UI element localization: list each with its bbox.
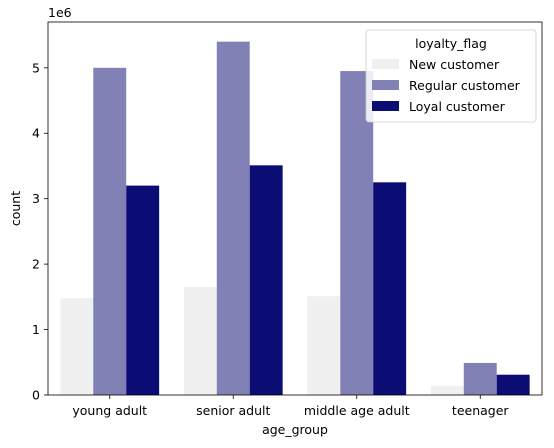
y-tick-label: 2 xyxy=(32,257,40,272)
legend-box xyxy=(365,29,537,123)
x-tick-label: teenager xyxy=(452,403,509,418)
x-tick-label: young adult xyxy=(72,403,147,418)
bar-loyal-customer-young-adult xyxy=(126,185,160,395)
y-axis-ticks: 0 1 2 3 4 5 xyxy=(32,60,48,403)
bar-regular-customer-middle-age-adult xyxy=(340,71,374,395)
bar-loyal-customer-middle-age-adult xyxy=(373,182,407,395)
bar-regular-customer-teenager xyxy=(463,362,497,395)
bar-new-customer-middle-age-adult xyxy=(307,296,341,395)
legend-swatch xyxy=(372,80,399,90)
bar-loyal-customer-senior-adult xyxy=(249,165,283,395)
bar-new-customer-senior-adult xyxy=(183,287,217,395)
y-tick-label: 1 xyxy=(32,322,40,337)
legend-entry: Loyal customer xyxy=(409,99,506,114)
plot-frame xyxy=(47,21,543,396)
x-tick-label: senior adult xyxy=(196,403,270,418)
y-tick-label: 4 xyxy=(32,126,40,141)
y-offset-label: 1e6 xyxy=(48,5,72,20)
x-axis-ticks: young adult senior adult middle age adult t… xyxy=(72,395,509,418)
x-tick-label: middle age adult xyxy=(304,403,410,418)
bar-new-customer-young-adult xyxy=(60,298,94,395)
y-tick-label: 3 xyxy=(32,191,40,206)
bar-regular-customer-young-adult xyxy=(93,67,127,395)
y-axis-label: count xyxy=(8,191,23,226)
legend: loyalty_flag New customer Regular custome… xyxy=(365,29,537,123)
legend-entry: Regular customer xyxy=(409,78,521,93)
legend-entry: New customer xyxy=(409,57,500,72)
y-tick-label: 5 xyxy=(32,60,40,75)
legend-title: loyalty_flag xyxy=(415,36,487,51)
y-tick-label: 0 xyxy=(32,388,40,403)
bars-group xyxy=(60,41,530,395)
bar-loyal-customer-teenager xyxy=(496,374,530,395)
legend-swatch xyxy=(372,59,399,69)
bar-regular-customer-senior-adult xyxy=(216,41,250,395)
x-axis-label: age_group xyxy=(262,422,328,437)
bar-new-customer-teenager xyxy=(430,385,464,395)
legend-swatch xyxy=(372,101,399,111)
